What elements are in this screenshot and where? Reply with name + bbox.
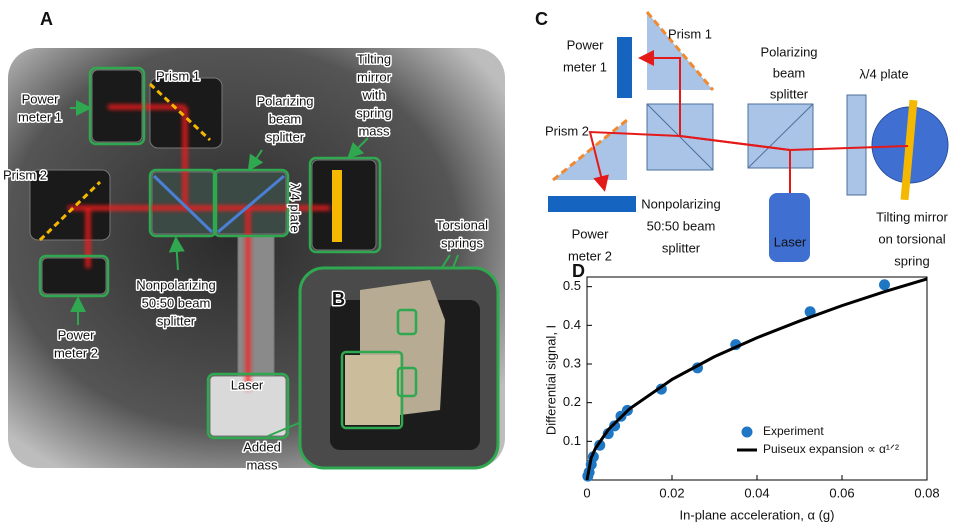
label: λ/4 plate <box>288 183 303 232</box>
label: with <box>361 87 385 102</box>
plot-area: 0 0.02 0.04 0.06 0.08 0.1 0.2 0.3 0.4 0.5 Experime… <box>563 277 940 500</box>
label: spring <box>894 253 929 268</box>
label: Tilting mirror <box>876 209 948 224</box>
label: Power <box>572 226 610 241</box>
label: Nonpolarizing <box>641 196 721 211</box>
y-tick-label: 0.5 <box>563 278 581 293</box>
label: beam <box>269 111 302 126</box>
label: mass <box>358 123 390 138</box>
panel-letter: C <box>535 9 548 29</box>
label: spring <box>356 105 391 120</box>
x-tick-label: 0.06 <box>829 485 854 500</box>
y-tick-label: 0.4 <box>563 317 581 332</box>
label: splitter <box>266 129 305 144</box>
panel-letter: A <box>40 9 53 29</box>
label: splitter <box>662 240 701 255</box>
label: Added <box>243 439 281 454</box>
label: meter 1 <box>18 109 62 124</box>
x-tick-label: 0.02 <box>659 485 684 500</box>
label: beam <box>773 65 806 80</box>
label: splitter <box>770 86 809 101</box>
x-tick-label: 0.04 <box>744 485 769 500</box>
legend-label: Puiseux expansion ∝ α¹ᐟ² <box>763 442 899 456</box>
panel-letter: B <box>332 289 345 309</box>
label: Prism 2 <box>3 167 47 182</box>
legend-marker <box>742 427 753 438</box>
label: meter 1 <box>563 59 607 74</box>
label: 50:50 beam <box>142 295 211 310</box>
label: Polarizing <box>760 44 817 59</box>
label: Prism 1 <box>668 26 712 41</box>
label: mirror <box>357 69 392 84</box>
label: Power <box>567 37 605 52</box>
label: Laser <box>774 234 807 249</box>
figure: A Prism 1 Power meter 1 Polarizing beam … <box>0 0 954 524</box>
label: Power <box>58 327 96 342</box>
label: Tilting <box>357 51 391 66</box>
data-point <box>879 279 890 290</box>
label: meter 2 <box>54 345 98 360</box>
label: Torsional <box>436 217 488 232</box>
y-tick-label: 0.2 <box>563 394 581 409</box>
label: Nonpolarizing <box>136 277 216 292</box>
label: mass <box>246 457 278 472</box>
label: Polarizing <box>256 93 313 108</box>
x-tick-label: 0 <box>583 485 590 500</box>
label: splitter <box>157 313 196 328</box>
legend-label: Experiment <box>763 424 824 438</box>
label: on torsional <box>878 231 945 246</box>
label: Power <box>22 91 60 106</box>
label: λ/4 plate <box>859 66 908 81</box>
y-tick-label: 0.3 <box>563 355 581 370</box>
x-tick-label: 0.08 <box>914 485 939 500</box>
diagram-c <box>548 12 948 262</box>
y-axis-label: Differential signal, I <box>543 325 558 435</box>
label: Prism 2 <box>545 123 589 138</box>
label: Prism 1 <box>156 68 200 83</box>
label: springs <box>441 235 483 250</box>
photo-a <box>8 48 505 468</box>
label: 50:50 beam <box>647 218 716 233</box>
x-axis-label: In-plane acceleration, α (g) <box>680 507 835 522</box>
label: Laser <box>231 377 264 392</box>
y-tick-label: 0.1 <box>563 433 581 448</box>
